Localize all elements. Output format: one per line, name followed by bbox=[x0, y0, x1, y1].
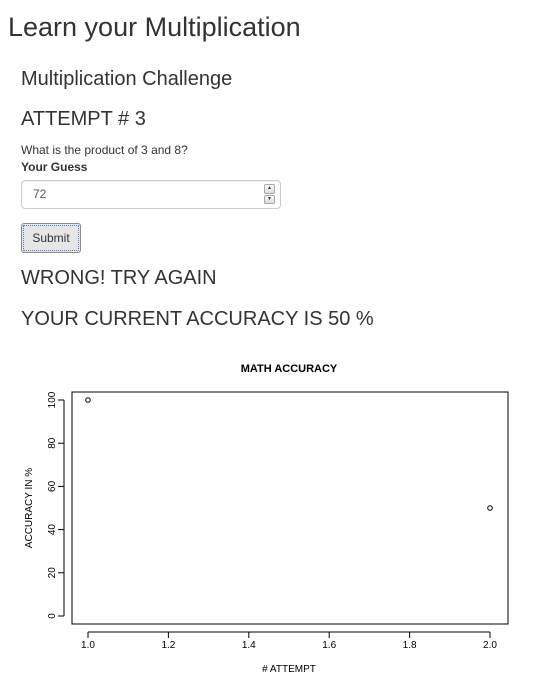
x-tick-label: 2.0 bbox=[483, 640, 497, 651]
x-tick-label: 1.8 bbox=[403, 640, 417, 651]
panel-title: Multiplication Challenge bbox=[21, 68, 233, 90]
app-title: Learn your Multiplication bbox=[8, 12, 301, 42]
feedback-message: WRONG! TRY AGAIN bbox=[21, 267, 217, 289]
x-tick-label: 1.0 bbox=[81, 640, 95, 651]
data-point bbox=[85, 397, 91, 403]
guess-input[interactable] bbox=[22, 181, 262, 208]
y-axis: 0 20 40 60 80 100 bbox=[47, 391, 65, 619]
question-text: What is the product of 3 and 8? bbox=[21, 143, 188, 157]
x-axis: 1.0 1.2 1.4 1.6 1.8 2.0 bbox=[81, 631, 497, 651]
attempt-label: ATTEMPT # 3 bbox=[21, 108, 146, 130]
data-points bbox=[85, 397, 493, 511]
spinner-down-button[interactable]: ▼ bbox=[264, 194, 275, 204]
plot-frame bbox=[71, 391, 509, 625]
x-axis-label: # ATTEMPT bbox=[262, 664, 316, 675]
triangle-up-icon: ▲ bbox=[267, 185, 272, 192]
y-tick-label: 100 bbox=[47, 391, 58, 408]
y-tick-label: 40 bbox=[47, 524, 58, 536]
x-tick-label: 1.2 bbox=[161, 640, 175, 651]
x-tick-label: 1.4 bbox=[242, 640, 256, 651]
x-tick-label: 1.6 bbox=[322, 640, 336, 651]
guess-label: Your Guess bbox=[21, 160, 88, 174]
y-tick-label: 60 bbox=[47, 480, 58, 492]
guess-field: ▲ ▼ bbox=[21, 180, 281, 209]
y-tick-label: 0 bbox=[47, 613, 58, 619]
data-point bbox=[487, 505, 493, 511]
accuracy-message: YOUR CURRENT ACCURACY IS 50 % bbox=[21, 308, 374, 330]
accuracy-chart: MATH ACCURACY 1.0 1.2 1.4 1.6 1.8 2.0 0 20 40 60… bbox=[24, 363, 509, 675]
number-spinner: ▲ ▼ bbox=[264, 184, 275, 204]
y-axis-label: ACCURACY IN % bbox=[24, 468, 35, 548]
chart-title: MATH ACCURACY bbox=[241, 363, 338, 375]
triangle-down-icon: ▼ bbox=[267, 195, 272, 202]
spinner-up-button[interactable]: ▲ bbox=[264, 184, 275, 194]
y-tick-label: 20 bbox=[47, 567, 58, 579]
y-tick-label: 80 bbox=[47, 437, 58, 449]
submit-button[interactable]: Submit bbox=[21, 223, 81, 253]
